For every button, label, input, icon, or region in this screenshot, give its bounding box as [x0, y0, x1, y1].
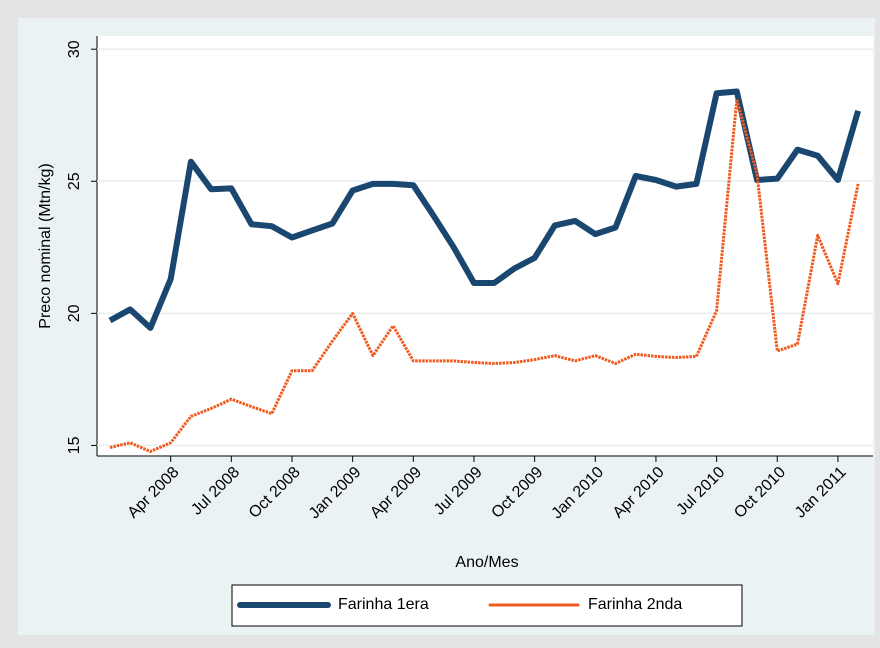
y-axis-label: Preco nominal (Mtn/kg)	[37, 163, 54, 328]
y-tick-label: 25	[66, 172, 83, 190]
series-line	[109, 97, 860, 453]
legend-label: Farinha 2nda	[588, 596, 682, 613]
legend-label: Farinha 1era	[338, 596, 429, 613]
series-line	[108, 88, 861, 331]
y-tick-label: 20	[66, 304, 83, 322]
plot-region	[97, 36, 873, 456]
x-axis-label: Ano/Mes	[455, 554, 518, 571]
y-tick-label: 15	[66, 436, 83, 454]
y-tick-label: 30	[66, 40, 83, 58]
